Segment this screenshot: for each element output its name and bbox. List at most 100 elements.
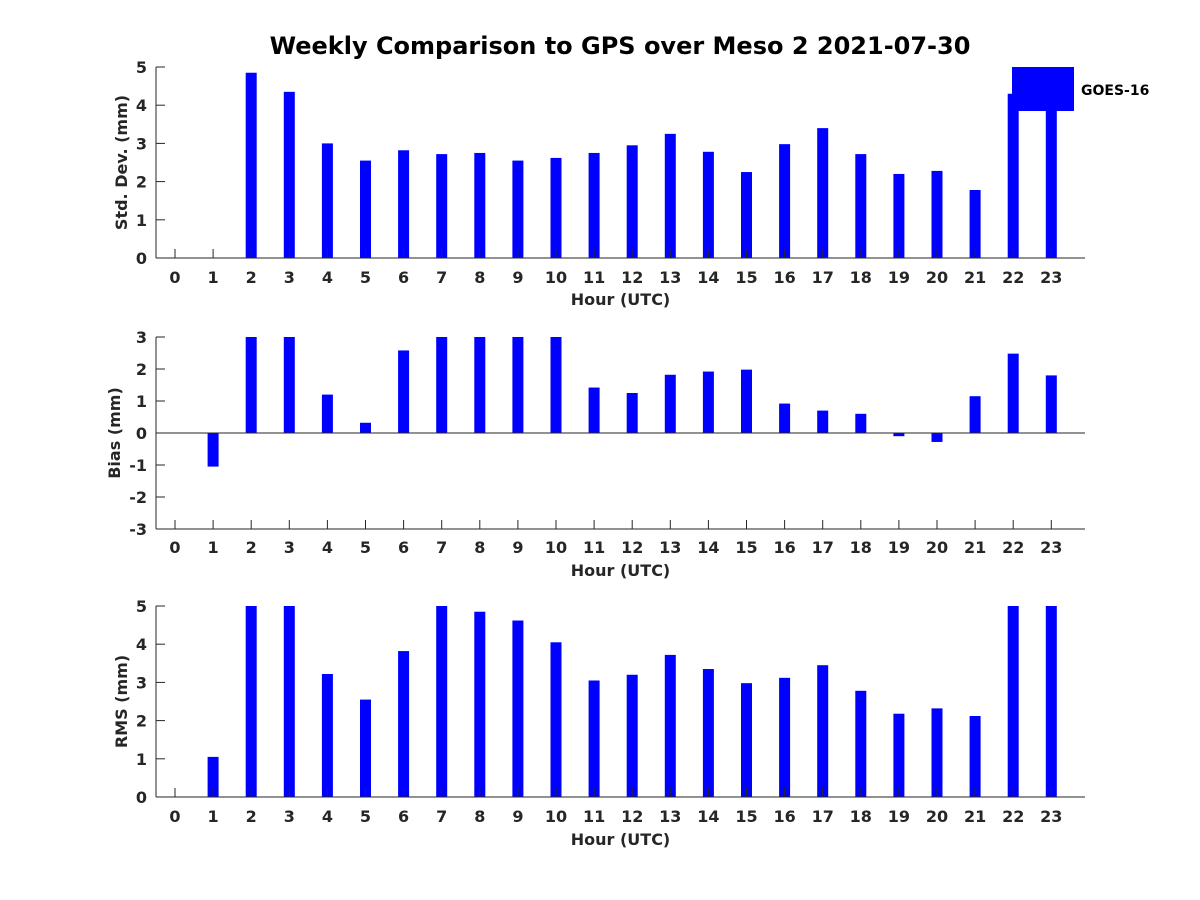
rms-bar xyxy=(893,713,905,797)
rms-bar xyxy=(779,677,791,797)
bias-y-axis-title: Bias (mm) xyxy=(105,387,124,479)
bias-bar xyxy=(207,433,219,467)
bias-x-tick-label: 7 xyxy=(436,538,447,557)
rms-bar xyxy=(626,674,638,797)
rms-x-tick-label: 6 xyxy=(398,807,409,826)
rms-x-tick-label: 19 xyxy=(888,807,910,826)
std-x-tick-label: 11 xyxy=(583,268,605,287)
rms-x-tick-label: 23 xyxy=(1040,807,1062,826)
chart-title: Weekly Comparison to GPS over Meso 2 202… xyxy=(270,32,971,60)
bias-bar xyxy=(245,337,257,433)
std-y-tick-label: 4 xyxy=(136,96,147,115)
legend: GOES-16 xyxy=(1012,67,1149,111)
std-bar xyxy=(436,154,448,258)
std-x-tick-label: 2 xyxy=(246,268,257,287)
rms-bar xyxy=(398,651,410,797)
std-bar xyxy=(626,145,638,258)
rms-x-tick-label: 22 xyxy=(1002,807,1024,826)
rms-x-tick-label: 14 xyxy=(697,807,719,826)
rms-bar xyxy=(245,606,257,797)
std-x-tick-label: 0 xyxy=(169,268,180,287)
bias-x-tick-label: 6 xyxy=(398,538,409,557)
std-y-tick-label: 2 xyxy=(136,173,147,192)
rms-y-tick-label: 2 xyxy=(136,712,147,731)
rms-bar xyxy=(817,665,829,797)
std-x-tick-label: 1 xyxy=(208,268,219,287)
legend-swatch xyxy=(1012,67,1074,111)
bias-x-tick-label: 12 xyxy=(621,538,643,557)
std-bar xyxy=(283,91,295,258)
bias-bar xyxy=(741,369,752,433)
rms-bar xyxy=(969,716,981,797)
rms-x-tick-label: 16 xyxy=(773,807,795,826)
rms-x-tick-label: 2 xyxy=(246,807,257,826)
std-x-tick-label: 4 xyxy=(322,268,333,287)
std-x-tick-label: 17 xyxy=(812,268,834,287)
bias-bar xyxy=(626,393,638,433)
bias-bar xyxy=(664,374,676,433)
bias-bar xyxy=(893,433,905,437)
bias-x-tick-label: 20 xyxy=(926,538,948,557)
std-bar xyxy=(550,157,562,258)
bias-x-tick-label: 22 xyxy=(1002,538,1024,557)
rms-y-tick-label: 0 xyxy=(136,788,147,807)
bias-bar xyxy=(550,337,562,433)
std-x-tick-label: 7 xyxy=(436,268,447,287)
std-x-tick-label: 21 xyxy=(964,268,986,287)
rms-x-tick-label: 0 xyxy=(169,807,180,826)
rms-x-tick-label: 5 xyxy=(360,807,371,826)
rms-x-tick-label: 11 xyxy=(583,807,605,826)
bias-bar xyxy=(321,394,333,433)
bias-x-tick-label: 23 xyxy=(1040,538,1062,557)
rms-x-tick-label: 8 xyxy=(474,807,485,826)
std-y-tick-label: 1 xyxy=(136,211,147,230)
rms-x-tick-label: 15 xyxy=(735,807,757,826)
legend-label: GOES-16 xyxy=(1081,83,1149,99)
bias-bar xyxy=(779,403,791,433)
std-x-tick-label: 6 xyxy=(398,268,409,287)
bias-bar xyxy=(969,396,981,433)
bias-y-tick-label: 1 xyxy=(136,392,147,411)
bias-y-tick-label: 0 xyxy=(136,424,147,443)
bias-bar xyxy=(817,410,829,433)
rms-y-tick-label: 4 xyxy=(136,635,147,654)
bias-x-tick-label: 2 xyxy=(246,538,257,557)
bias-x-tick-label: 21 xyxy=(964,538,986,557)
bias-x-axis-title: Hour (UTC) xyxy=(571,561,671,580)
rms-x-tick-label: 4 xyxy=(322,807,333,826)
std-x-tick-label: 15 xyxy=(735,268,757,287)
bias-y-tick-label: -2 xyxy=(129,488,147,507)
std-x-tick-label: 16 xyxy=(773,268,795,287)
rms-bar xyxy=(1045,606,1057,797)
std-bar xyxy=(969,190,981,258)
std-bar xyxy=(855,154,867,258)
bias-bar xyxy=(360,422,371,433)
std-x-axis-title: Hour (UTC) xyxy=(571,290,671,309)
std-bar xyxy=(931,170,943,258)
std-x-tick-label: 10 xyxy=(545,268,567,287)
std-x-tick-label: 22 xyxy=(1002,268,1024,287)
bias-x-tick-label: 18 xyxy=(850,538,872,557)
rms-y-tick-label: 5 xyxy=(136,597,147,616)
std-bar xyxy=(1007,93,1019,259)
bias-x-tick-label: 15 xyxy=(735,538,757,557)
bias-y-tick-label: 3 xyxy=(136,328,147,347)
std-x-tick-label: 12 xyxy=(621,268,643,287)
rms-x-tick-label: 13 xyxy=(659,807,681,826)
bias-bar xyxy=(931,433,943,442)
bias-x-tick-label: 14 xyxy=(697,538,719,557)
rms-bar xyxy=(702,669,714,797)
bias-bar xyxy=(855,413,867,433)
std-y-tick-label: 3 xyxy=(136,134,147,153)
std-bar xyxy=(779,144,791,258)
bias-x-tick-label: 8 xyxy=(474,538,485,557)
bias-x-tick-label: 3 xyxy=(284,538,295,557)
std-x-tick-label: 23 xyxy=(1040,268,1062,287)
std-x-tick-label: 19 xyxy=(888,268,910,287)
rms-bar xyxy=(855,690,867,797)
bias-y-tick-label: -1 xyxy=(129,456,147,475)
bias-x-tick-label: 11 xyxy=(583,538,605,557)
